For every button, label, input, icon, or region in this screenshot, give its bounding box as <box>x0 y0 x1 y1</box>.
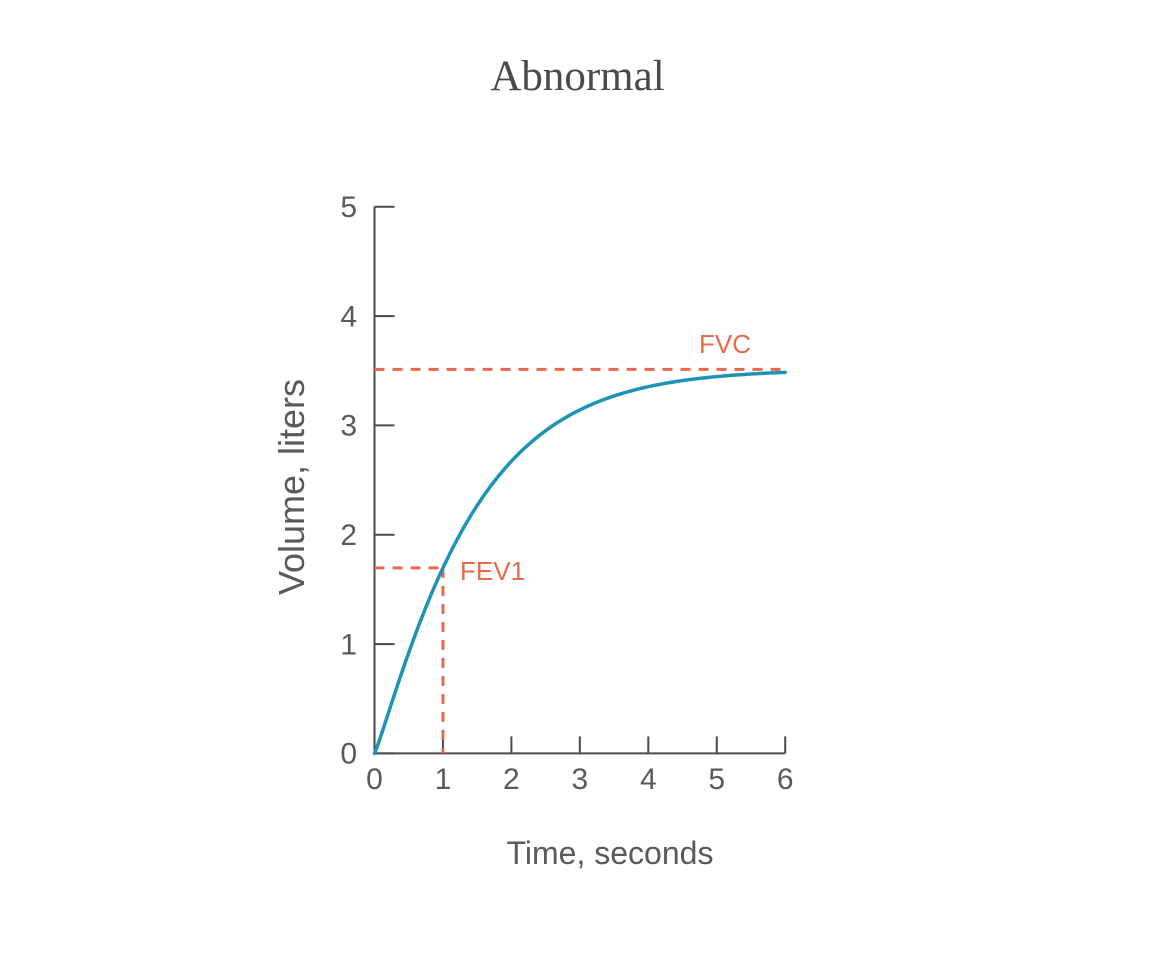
svg-text:2: 2 <box>503 763 520 796</box>
svg-text:3: 3 <box>340 410 357 443</box>
svg-text:Volume, liters: Volume, liters <box>271 379 312 595</box>
svg-text:0: 0 <box>340 738 357 771</box>
svg-text:4: 4 <box>640 763 657 796</box>
svg-text:2: 2 <box>340 519 357 552</box>
svg-text:3: 3 <box>572 763 589 796</box>
svg-text:FVC: FVC <box>699 329 751 359</box>
svg-text:1: 1 <box>435 763 452 796</box>
svg-text:Time, seconds: Time, seconds <box>507 835 714 871</box>
svg-text:1: 1 <box>340 628 357 661</box>
svg-text:6: 6 <box>777 763 794 796</box>
svg-text:5: 5 <box>708 763 725 796</box>
svg-text:0: 0 <box>366 763 383 796</box>
svg-text:4: 4 <box>340 300 357 333</box>
svg-text:FEV1: FEV1 <box>460 556 525 586</box>
svg-text:5: 5 <box>340 191 357 224</box>
